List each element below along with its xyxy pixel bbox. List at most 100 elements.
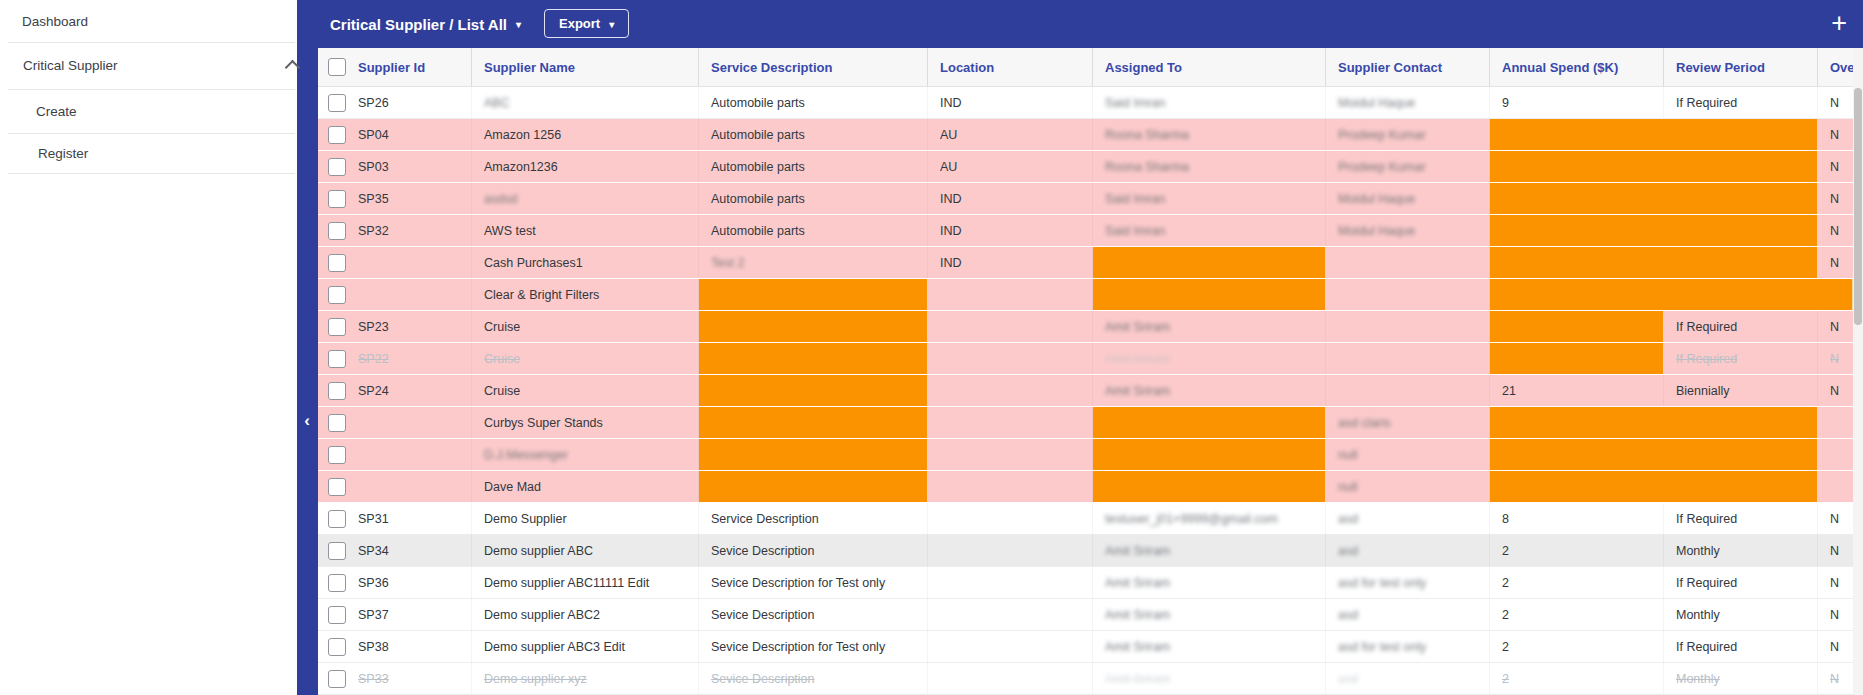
cell-text: Sevice Description for Test only bbox=[711, 640, 885, 654]
table-row[interactable]: SP22CruiseAmit SriramIf RequiredN bbox=[318, 343, 1853, 375]
column-header-id[interactable]: Supplier Id bbox=[318, 48, 472, 86]
table-row[interactable]: SP26ABCAutomobile partsINDSaid ImranMoid… bbox=[318, 87, 1853, 119]
cell-text: 2 bbox=[1502, 544, 1509, 558]
cell-name: Cash Purchases1 bbox=[472, 247, 699, 278]
table-row[interactable]: SP33Demo supplier xyzSevice DescriptionA… bbox=[318, 663, 1853, 695]
redacted-text: null bbox=[1338, 480, 1357, 494]
table-row[interactable]: SP04Amazon 1256Automobile partsAURoona S… bbox=[318, 119, 1853, 151]
table-row[interactable]: SP34 Demo supplier ABCSevice Description A… bbox=[318, 535, 1853, 567]
missing-value-cell bbox=[1093, 279, 1326, 310]
column-header-sd[interactable]: Service Description bbox=[699, 48, 928, 86]
table-row[interactable]: SP03Amazon1236Automobile partsAURoona Sh… bbox=[318, 151, 1853, 183]
row-checkbox[interactable] bbox=[328, 382, 346, 400]
scrollbar-thumb[interactable] bbox=[1854, 88, 1862, 325]
column-header-loc[interactable]: Location bbox=[928, 48, 1093, 86]
row-checkbox[interactable] bbox=[328, 190, 346, 208]
row-checkbox[interactable] bbox=[328, 638, 346, 656]
row-checkbox[interactable] bbox=[328, 446, 346, 464]
cell-id: SP36 bbox=[318, 567, 472, 598]
vertical-scrollbar[interactable] bbox=[1853, 48, 1863, 695]
cell-name: Demo supplier ABC bbox=[472, 535, 699, 566]
table-row[interactable]: SP35asdsdAutomobile partsINDSaid ImranMo… bbox=[318, 183, 1853, 215]
table-row[interactable]: SP36Demo supplier ABC11111 EditSevice De… bbox=[318, 567, 1853, 599]
row-checkbox[interactable] bbox=[328, 286, 346, 304]
redacted-text: testuser_j01+9999@gmail.com bbox=[1105, 512, 1278, 526]
table-row[interactable]: Dave Madnull bbox=[318, 471, 1853, 503]
cell-sc: null bbox=[1326, 439, 1490, 470]
table-row[interactable]: SP23CruiseAmit SriramIf RequiredN bbox=[318, 311, 1853, 343]
cell-rp: If Required bbox=[1664, 311, 1818, 342]
cell-name: Amazon 1256 bbox=[472, 119, 699, 150]
cell-at: Roona Sharma bbox=[1093, 119, 1326, 150]
row-checkbox[interactable] bbox=[328, 606, 346, 624]
cell-sc bbox=[1326, 375, 1490, 406]
column-header-as[interactable]: Annual Spend ($K) bbox=[1490, 48, 1664, 86]
row-checkbox[interactable] bbox=[328, 670, 346, 688]
cell-sd: Test 2 bbox=[699, 247, 928, 278]
row-checkbox[interactable] bbox=[328, 478, 346, 496]
cell-text: Curbys Super Stands bbox=[484, 416, 603, 430]
redacted-text: Amit Sriram bbox=[1105, 544, 1170, 558]
add-record-icon[interactable]: + bbox=[1831, 8, 1847, 38]
table-row[interactable]: SP37Demo supplier ABC2Sevice Description… bbox=[318, 599, 1853, 631]
cell-text: Sevice Description for Test only bbox=[711, 576, 885, 590]
row-checkbox[interactable] bbox=[328, 318, 346, 336]
sidebar-item-dashboard[interactable]: Dashboard bbox=[0, 0, 319, 42]
column-header-name[interactable]: Supplier Name bbox=[472, 48, 699, 86]
sidebar-item-register[interactable]: Register bbox=[0, 133, 335, 173]
table-row[interactable]: Curbys Super Standsasd claris bbox=[318, 407, 1853, 439]
row-checkbox[interactable] bbox=[328, 254, 346, 272]
cell-text: IND bbox=[940, 256, 962, 270]
cell-sd: Sevice Description for Test only bbox=[699, 567, 928, 598]
missing-value-cell bbox=[699, 279, 928, 310]
table-row[interactable]: Cash Purchases1Test 2INDN bbox=[318, 247, 1853, 279]
table-row[interactable]: Clear & Bright Filters bbox=[318, 279, 1853, 311]
table-row[interactable]: SP32AWS testAutomobile partsINDSaid Imra… bbox=[318, 215, 1853, 247]
sidebar-item-critical-supplier[interactable]: Critical Supplier bbox=[0, 42, 320, 89]
cell-text: IND bbox=[940, 192, 962, 206]
cell-text: SP34 bbox=[358, 544, 389, 558]
table-row[interactable]: SP24CruiseAmit Sriram21BienniallyN bbox=[318, 375, 1853, 407]
row-checkbox[interactable] bbox=[328, 350, 346, 368]
cell-rp: If Required bbox=[1664, 343, 1818, 374]
select-all-checkbox[interactable] bbox=[328, 58, 346, 76]
cell-text: N bbox=[1830, 608, 1839, 622]
column-header-rp[interactable]: Review Period bbox=[1664, 48, 1818, 86]
main-panel: Critical Supplier / List All ▾ Export ▾ … bbox=[297, 0, 1863, 695]
row-checkbox[interactable] bbox=[328, 574, 346, 592]
sidebar-item-create[interactable]: Create bbox=[0, 89, 333, 133]
cell-sc bbox=[1326, 311, 1490, 342]
cell-as: 2 bbox=[1490, 535, 1664, 566]
cell-text: Amazon 1256 bbox=[484, 128, 561, 142]
row-checkbox[interactable] bbox=[328, 222, 346, 240]
table-row[interactable]: SP38Demo supplier ABC3 EditSevice Descri… bbox=[318, 631, 1853, 663]
collapse-sidebar-icon[interactable]: ‹ bbox=[299, 406, 315, 436]
cell-text: Demo Supplier bbox=[484, 512, 567, 526]
column-header-ov[interactable]: Overr bbox=[1818, 48, 1853, 86]
cell-text: Service Description bbox=[711, 512, 819, 526]
row-checkbox[interactable] bbox=[328, 542, 346, 560]
breadcrumb-title-dropdown[interactable]: Critical Supplier / List All ▾ bbox=[330, 0, 521, 48]
table-row[interactable]: SP31Demo SupplierService Descriptiontest… bbox=[318, 503, 1853, 535]
export-button[interactable]: Export ▾ bbox=[544, 9, 629, 38]
row-checkbox[interactable] bbox=[328, 414, 346, 432]
cell-text: If Required bbox=[1676, 576, 1737, 590]
cell-loc bbox=[928, 439, 1093, 470]
column-header-at[interactable]: Assigned To bbox=[1093, 48, 1326, 86]
cell-text: 8 bbox=[1502, 512, 1509, 526]
cell-sc: asd for test only bbox=[1326, 631, 1490, 662]
cell-sd: Sevice Description bbox=[699, 535, 928, 566]
cell-ov: N bbox=[1818, 535, 1853, 566]
cell-name: D.J.Messenger bbox=[472, 439, 699, 470]
missing-value-cell bbox=[1664, 151, 1818, 182]
table-row[interactable]: D.J.Messenger null bbox=[318, 439, 1853, 471]
chevron-down-icon: ▾ bbox=[516, 20, 521, 30]
column-header-label: Supplier Name bbox=[484, 60, 575, 75]
cell-ov: N bbox=[1818, 503, 1853, 534]
cell-rp: If Required bbox=[1664, 87, 1818, 118]
cell-text: SP26 bbox=[358, 96, 389, 110]
row-checkbox[interactable] bbox=[328, 510, 346, 528]
column-header-label: Overr bbox=[1830, 60, 1853, 75]
cell-at: Amit Sriram bbox=[1093, 663, 1326, 694]
column-header-sc[interactable]: Supplier Contact bbox=[1326, 48, 1490, 86]
